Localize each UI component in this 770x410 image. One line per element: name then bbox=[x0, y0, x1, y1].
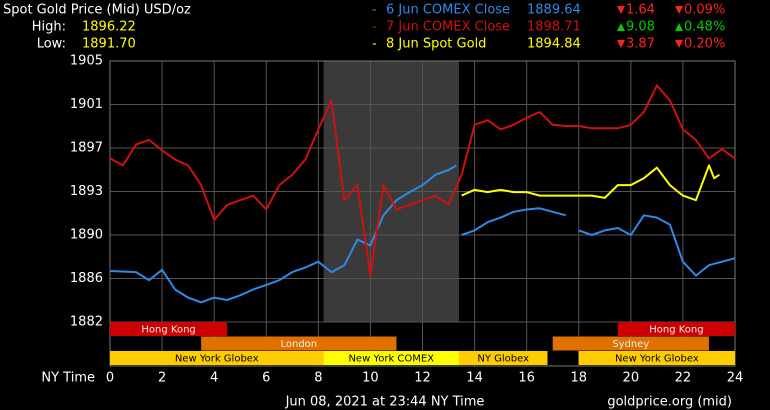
x-tick-label: 14 bbox=[466, 371, 483, 386]
legend-dash: - bbox=[372, 37, 377, 52]
legend-change: 1.64 bbox=[626, 3, 655, 18]
change-arrow bbox=[675, 23, 683, 31]
x-tick-label: 12 bbox=[414, 371, 431, 386]
session-label: Hong Kong bbox=[141, 325, 195, 336]
price-line bbox=[109, 84, 736, 277]
chart-title: Spot Gold Price (Mid) USD/oz bbox=[3, 3, 191, 18]
high-label: High: bbox=[32, 20, 66, 35]
change-arrow bbox=[675, 40, 683, 48]
y-tick-label: 1882 bbox=[70, 315, 103, 330]
session-band bbox=[110, 322, 228, 336]
legend-change: 0.48% bbox=[684, 20, 725, 35]
legend-close: 1898.71 bbox=[527, 20, 581, 35]
y-tick-label: 1897 bbox=[70, 141, 103, 156]
y-tick-label: 1886 bbox=[70, 271, 103, 286]
change-arrow bbox=[617, 6, 625, 14]
y-tick-label: 1901 bbox=[70, 97, 103, 112]
session-band bbox=[323, 351, 459, 365]
y-tick-label: 1893 bbox=[70, 184, 103, 199]
session-band bbox=[110, 351, 324, 365]
x-tick-label: 2 bbox=[158, 371, 166, 386]
legend-label: 6 Jun COMEX Close bbox=[386, 3, 510, 18]
x-axis-label: NY Time bbox=[41, 371, 95, 386]
x-tick-label: 8 bbox=[314, 371, 322, 386]
y-tick-label: 1905 bbox=[70, 54, 103, 69]
change-arrow bbox=[617, 40, 625, 48]
x-tick-label: 18 bbox=[570, 371, 587, 386]
timestamp: Jun 08, 2021 at 23:44 NY Time bbox=[285, 395, 485, 410]
session-label: New York COMEX bbox=[348, 354, 434, 365]
legend-close: 1894.84 bbox=[527, 37, 581, 52]
legend-change: 9.08 bbox=[626, 20, 655, 35]
x-tick-label: 6 bbox=[262, 371, 270, 386]
legend-change: 0.20% bbox=[684, 37, 725, 52]
legend-dash: - bbox=[372, 20, 377, 35]
session-band bbox=[617, 322, 735, 336]
session-band bbox=[552, 336, 709, 351]
x-tick-label: 16 bbox=[518, 371, 535, 386]
y-tick-label: 1890 bbox=[70, 228, 103, 243]
legend-change: 3.87 bbox=[626, 37, 655, 52]
change-arrow bbox=[675, 6, 683, 14]
session-label: New York Globex bbox=[175, 354, 259, 365]
legend-dash: - bbox=[372, 3, 377, 18]
legend-label: 8 Jun Spot Gold bbox=[386, 37, 486, 52]
source: goldprice.org (mid) bbox=[607, 395, 732, 410]
session-label: New York Globex bbox=[615, 354, 699, 365]
x-tick-label: 24 bbox=[727, 371, 744, 386]
session-label: London bbox=[280, 339, 317, 350]
x-tick-label: 10 bbox=[362, 371, 379, 386]
session-label: Hong Kong bbox=[649, 325, 703, 336]
session-band bbox=[201, 336, 397, 351]
x-tick-label: 0 bbox=[106, 371, 114, 386]
session-label: Sydney bbox=[612, 339, 649, 350]
x-tick-label: 4 bbox=[210, 371, 218, 386]
legend-close: 1889.64 bbox=[527, 3, 581, 18]
legend-label: 7 Jun COMEX Close bbox=[386, 20, 510, 35]
low-value: 1891.70 bbox=[82, 37, 136, 52]
x-tick-label: 22 bbox=[675, 371, 692, 386]
price-line bbox=[461, 164, 720, 202]
plot-border bbox=[109, 60, 736, 367]
change-arrow bbox=[617, 23, 625, 31]
legend-change: 0.09% bbox=[684, 3, 725, 18]
low-label: Low: bbox=[37, 37, 66, 52]
high-value: 1896.22 bbox=[82, 20, 136, 35]
x-tick-label: 20 bbox=[623, 371, 640, 386]
session-label: NY Globex bbox=[477, 354, 529, 365]
price-line bbox=[109, 164, 736, 304]
session-band bbox=[458, 351, 548, 365]
session-band bbox=[578, 351, 735, 365]
